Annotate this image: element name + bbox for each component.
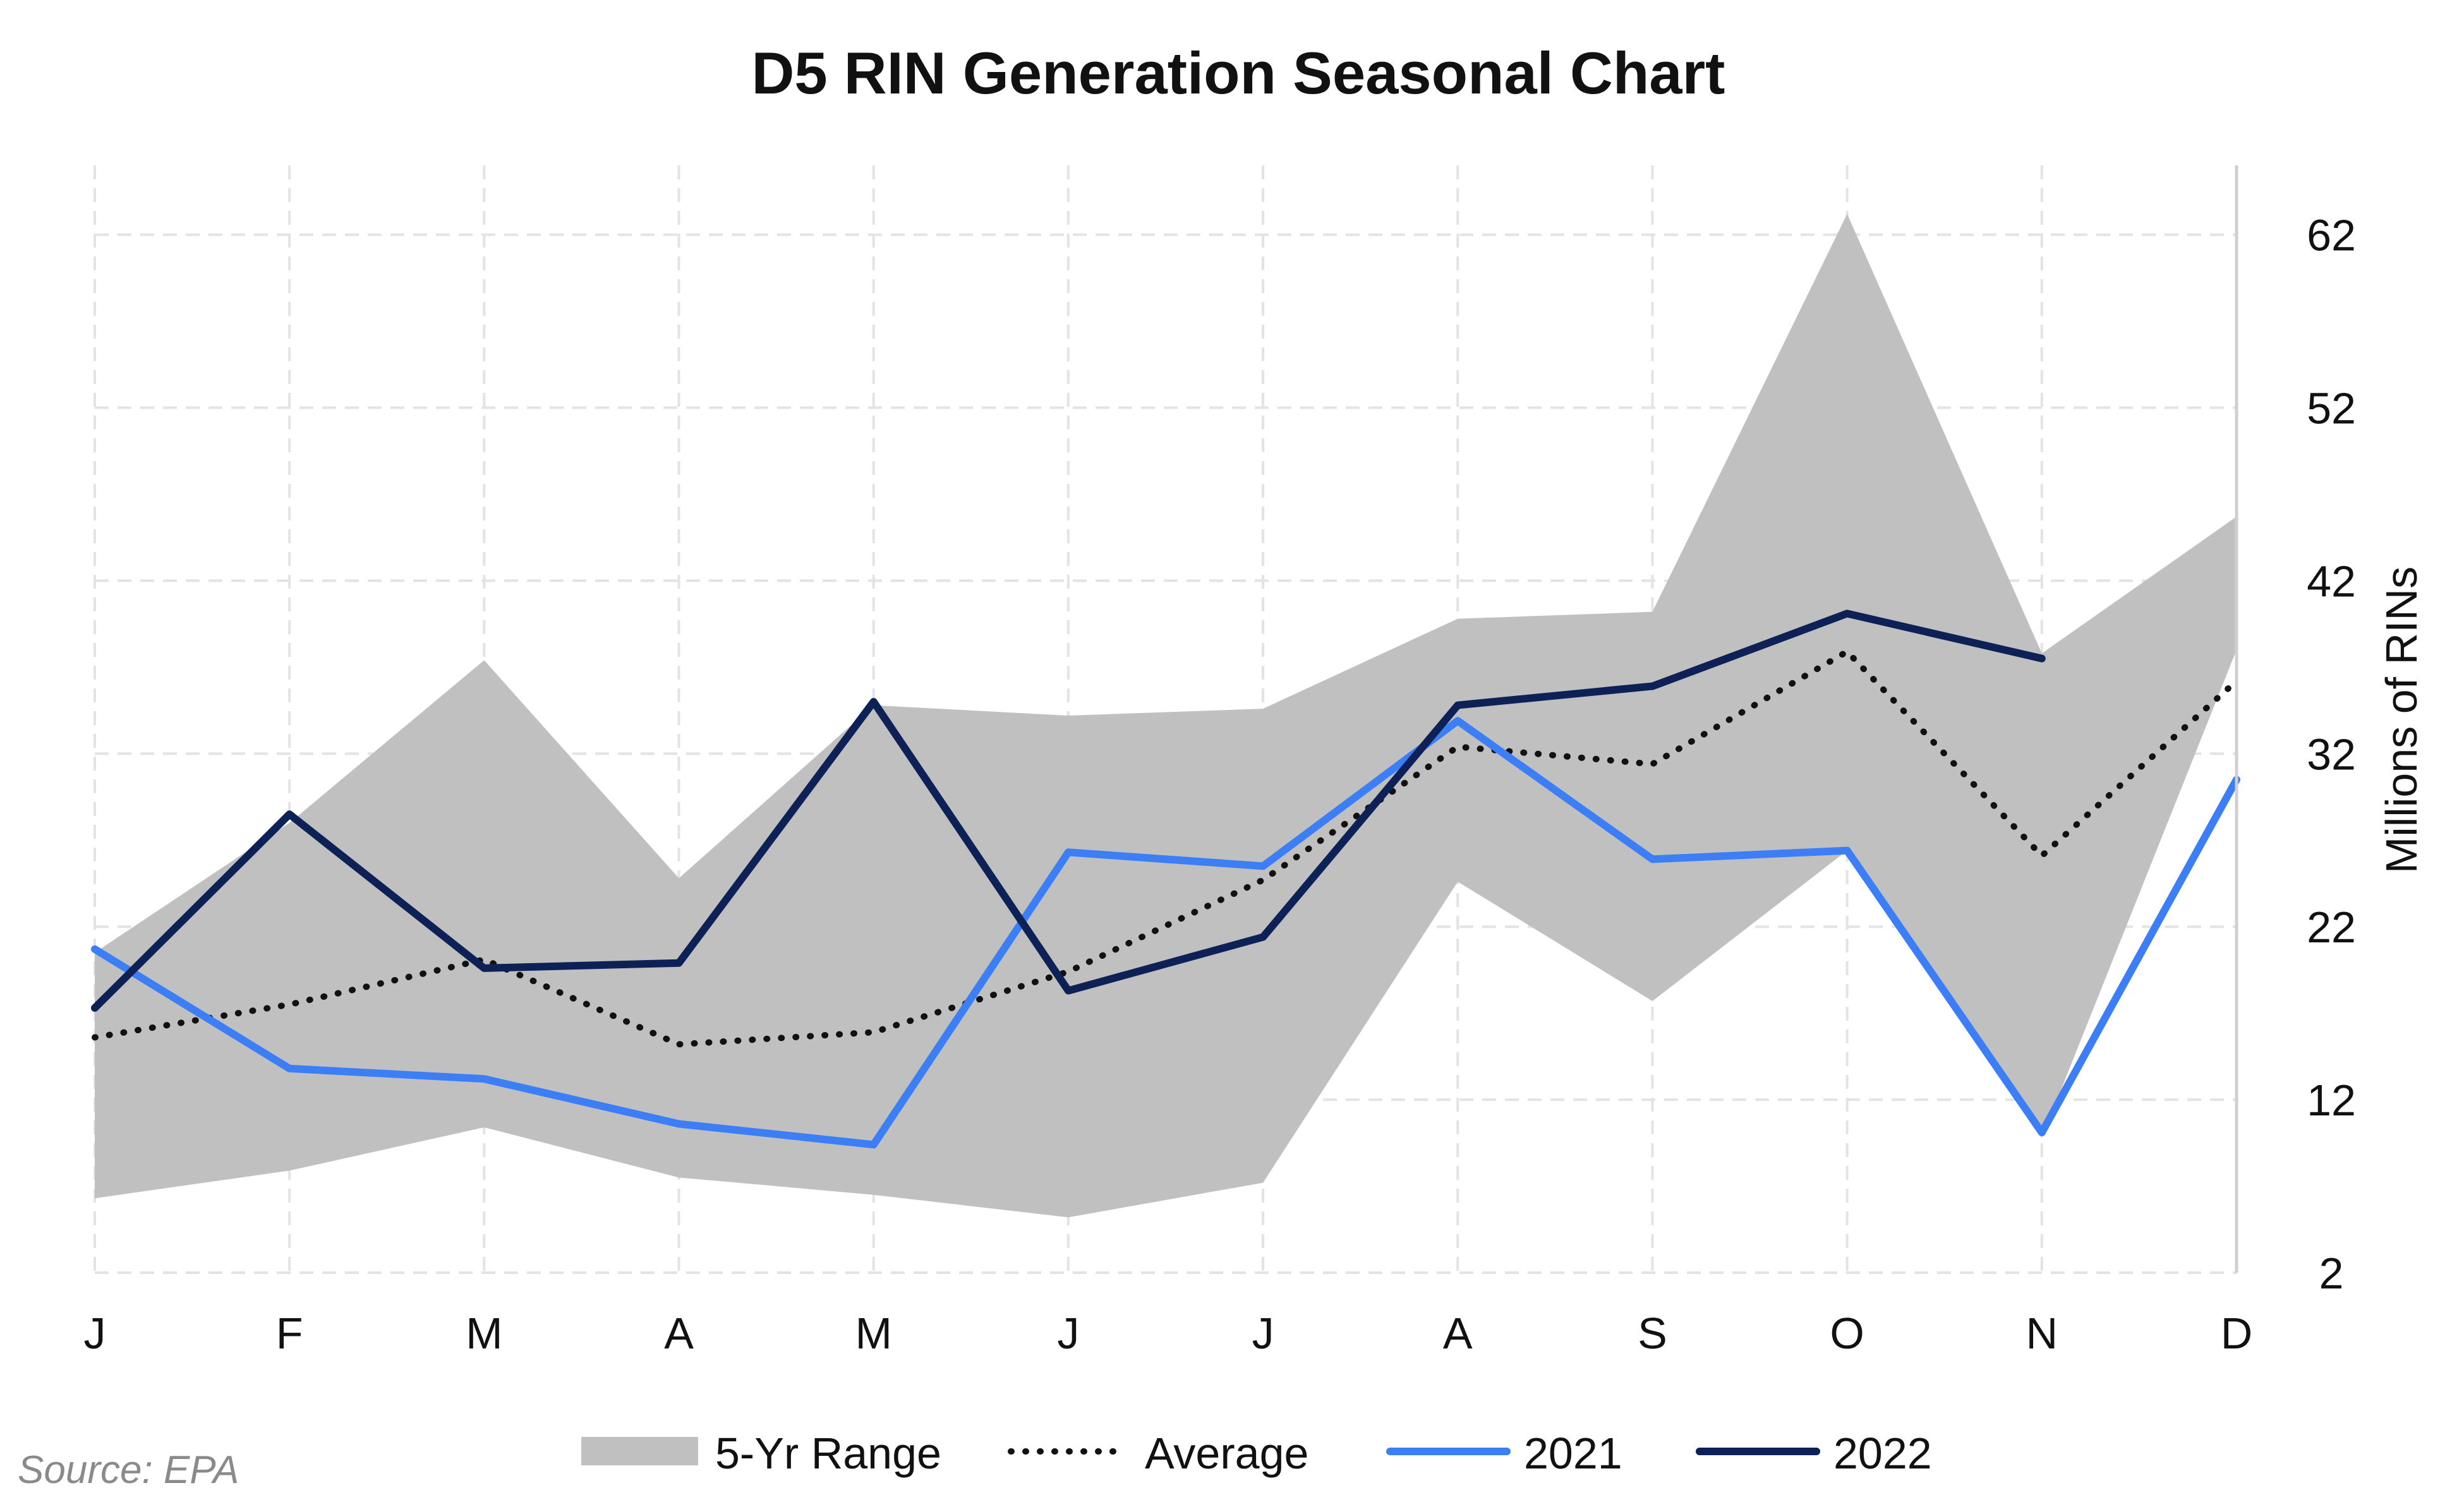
x-tick-label: J — [84, 1309, 106, 1358]
x-tick-label: N — [2026, 1309, 2058, 1358]
range-band — [95, 213, 2237, 1218]
y-tick-label: 22 — [2307, 903, 2356, 952]
legend-2021-label: 2021 — [1524, 1429, 1622, 1478]
series-line-2021 — [91, 717, 2240, 1149]
y-tick-label: 12 — [2307, 1076, 2356, 1125]
legend-5-yr-range-swatch — [581, 1437, 698, 1465]
y-tick-label: 42 — [2307, 556, 2356, 606]
y-tick-label: 62 — [2307, 211, 2356, 260]
x-tick-label: F — [276, 1309, 303, 1358]
x-tick-label: A — [664, 1309, 694, 1358]
y-tick-label: 2 — [2319, 1249, 2344, 1298]
legend: 5-Yr Range Average 2021 2022 — [581, 1429, 1932, 1478]
source-note: Source: EPA — [18, 1448, 239, 1492]
legend-2022-label: 2022 — [1833, 1429, 1932, 1478]
x-tick-label: J — [1057, 1309, 1079, 1358]
x-tick-label: A — [1443, 1309, 1473, 1358]
series-line-2022 — [91, 609, 2046, 1012]
x-tick-label: M — [466, 1309, 502, 1358]
y-axis-ticks: 2 12 22 32 42 52 62 — [2307, 211, 2356, 1298]
range-band-area — [95, 213, 2237, 1218]
y-tick-label: 52 — [2307, 383, 2356, 433]
y-axis-title: Millions of RINs — [2377, 567, 2426, 874]
x-tick-label: S — [1638, 1309, 1667, 1358]
series-line-average — [92, 648, 2240, 1048]
legend-average-label: Average — [1145, 1429, 1308, 1478]
x-tick-label: O — [1830, 1309, 1864, 1358]
x-tick-label: J — [1252, 1309, 1274, 1358]
series-lines — [91, 609, 2240, 1149]
legend-5-yr-range-label: 5-Yr Range — [715, 1429, 941, 1478]
x-tick-label: D — [2221, 1309, 2253, 1358]
y-tick-label: 32 — [2307, 729, 2356, 779]
chart-title: D5 RIN Generation Seasonal Chart — [752, 40, 1725, 106]
x-tick-label: M — [855, 1309, 892, 1358]
